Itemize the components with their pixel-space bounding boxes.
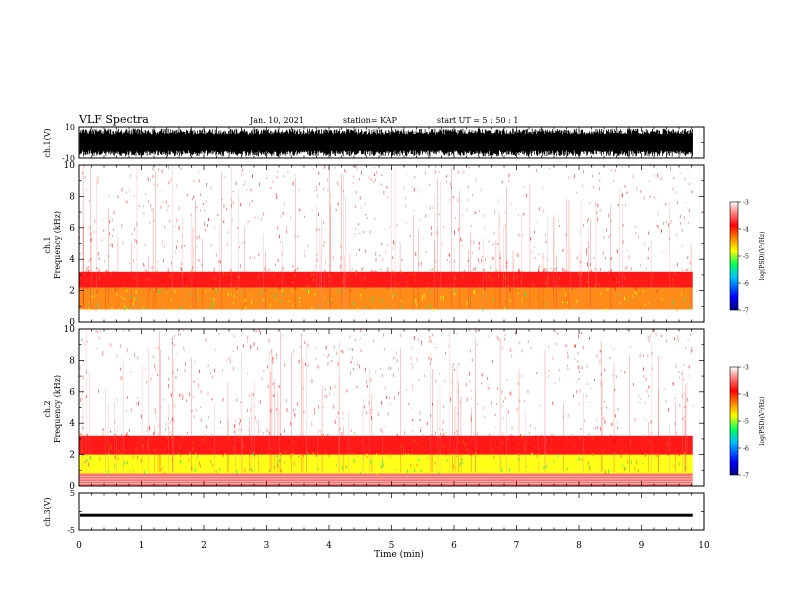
ch1-waveform-panel: 10 -10: [62, 123, 705, 163]
y-tick-label: 2: [69, 287, 75, 297]
spectrogram-band-1: [79, 287, 693, 310]
y-tick-label: -5: [67, 526, 75, 535]
y-tick-label: 0: [69, 318, 75, 328]
ch2-frequency-axis-label: Frequency (kHz): [53, 375, 62, 443]
x-tick-label: 5: [389, 541, 395, 551]
waveform-trace: [80, 513, 693, 517]
spectrogram-bands: [79, 329, 693, 486]
ch1-colorbar-gradient: [729, 201, 739, 311]
colorbar-tick-label: -4: [743, 227, 749, 234]
y-tick-label: 10: [65, 123, 75, 132]
spectrogram-texture: [79, 164, 693, 320]
y-tick-label: -10: [62, 154, 75, 163]
x-tick-label: 0: [76, 541, 82, 551]
spectrogram-bands: [79, 165, 693, 322]
ch1-colorbar-label: log(PSD)(V²/Hz): [759, 232, 766, 281]
y-tick-label: 0: [69, 482, 75, 492]
colorbar-tick-label: -7: [743, 308, 749, 315]
ch1-frequency-axis-label: Frequency (kHz): [53, 211, 62, 279]
ch2-colorbar: -3 -4 -5 -6 -7 log(PSD)(V²/Hz): [729, 365, 766, 480]
y-tick-label: 4: [69, 255, 75, 265]
ch2-colorbar-label: log(PSD)(V²/Hz): [759, 397, 766, 446]
spectrogram-band-2: [79, 435, 693, 455]
spectrogram-band-0: [79, 309, 693, 322]
colorbar-tick-label: -4: [743, 392, 749, 399]
x-tick-label: 4: [326, 541, 332, 551]
ch1-spectrogram-panel: 0 2 4 6 8 10: [64, 161, 705, 328]
spectrogram-texture: [79, 328, 694, 484]
figure-title: VLF Spectra: [78, 113, 149, 126]
ch3-voltage-axis-label: ch.3(V): [43, 497, 52, 526]
time-axis-label: Time (min): [374, 549, 424, 560]
y-tick-label: 5: [70, 489, 75, 498]
spectrogram-band-2: [79, 271, 693, 288]
y-tick-label: 4: [69, 419, 75, 429]
colorbar-tick-label: -6: [743, 281, 749, 288]
station-label: station= KAP: [343, 116, 398, 125]
panel-frame: [78, 492, 705, 531]
colorbar-tick-label: -7: [743, 473, 749, 480]
x-tick-label: 6: [451, 541, 457, 551]
time-axis-ticks: 0 1 2 3 4 5 6 7 8 9 10: [76, 541, 710, 551]
x-tick-label: 2: [201, 541, 207, 551]
x-tick-label: 9: [639, 541, 645, 551]
ch2-spectrogram-panel: 0 2 4 6 8 10: [64, 325, 705, 492]
y-tick-label: 6: [69, 224, 75, 234]
x-tick-label: 1: [139, 541, 145, 551]
colorbar-tick-label: -5: [743, 419, 749, 426]
ch1-channel-axis-label: ch.1: [43, 236, 52, 253]
x-tick-label: 8: [576, 541, 582, 551]
y-tick-label: 10: [64, 325, 76, 335]
ch3-waveform-panel: 5 -5: [67, 489, 705, 535]
y-tick-label: 8: [69, 192, 75, 202]
ch2-colorbar-gradient: [729, 366, 739, 476]
x-tick-label: 10: [698, 541, 710, 551]
y-tick-label: 2: [69, 451, 75, 461]
waveform-trace: [79, 128, 693, 157]
colorbar-tick-label: -6: [743, 446, 749, 453]
spectrogram-band-1: [79, 454, 693, 474]
y-tick-label: 6: [69, 388, 75, 398]
y-tick-label: 8: [69, 356, 75, 366]
ch1-colorbar: -3 -4 -5 -6 -7 log(PSD)(V²/Hz): [729, 200, 766, 315]
ch1-voltage-axis-label: ch.1(V): [43, 128, 52, 157]
colorbar-tick-label: -3: [743, 200, 749, 207]
spectrogram-band-0: [79, 473, 693, 486]
x-tick-label: 3: [264, 541, 270, 551]
date-label: Jan. 10, 2021: [249, 116, 304, 125]
spectrogram-band-3: [79, 329, 693, 436]
colorbar-tick-label: -3: [743, 365, 749, 372]
start-time-label: start UT = 5 : 50 : 1: [437, 116, 518, 125]
colorbar-tick-label: -5: [743, 254, 749, 261]
x-tick-label: 7: [514, 541, 520, 551]
ch2-channel-axis-label: ch.2: [43, 400, 52, 417]
y-tick-label: 10: [64, 161, 76, 171]
